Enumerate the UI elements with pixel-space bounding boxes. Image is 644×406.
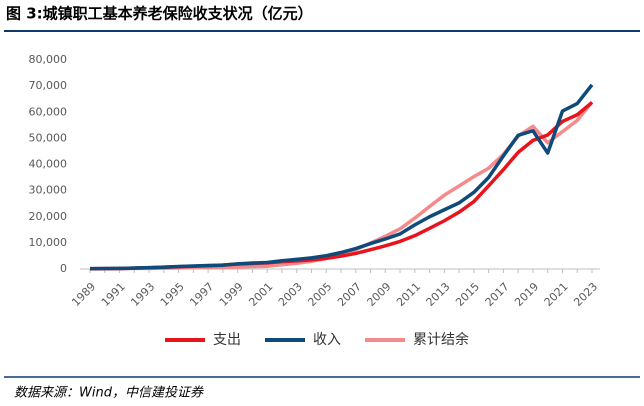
x-tick-label: 2007 <box>335 280 364 309</box>
y-tick-label: 30,000 <box>29 184 68 197</box>
y-tick-label: 80,000 <box>29 53 68 66</box>
legend-label: 支出 <box>213 332 241 348</box>
chart-title: 图 3:城镇职工基本养老保险收支状况（亿元） <box>6 5 313 23</box>
y-tick-label: 20,000 <box>29 210 68 223</box>
series-line <box>89 83 594 271</box>
x-tick-label: 1991 <box>99 280 128 309</box>
x-tick-label: 1995 <box>158 280 187 309</box>
source: 数据来源：Wind，中信建投证券 <box>14 386 204 401</box>
x-tick-label: 2017 <box>483 280 512 309</box>
series-line <box>89 100 594 271</box>
legend-label: 累计结余 <box>413 331 469 348</box>
y-tick-label: 10,000 <box>29 236 68 249</box>
y-tick-label: 60,000 <box>29 105 68 118</box>
y-tick-label: 0 <box>60 262 67 275</box>
x-tick-label: 2009 <box>365 280 394 309</box>
y-tick-label: 70,000 <box>29 79 68 92</box>
series-line <box>89 101 594 271</box>
x-tick-label: 2021 <box>542 280 571 309</box>
x-tick-label: 2011 <box>394 280 423 309</box>
y-tick-label: 40,000 <box>29 158 68 171</box>
x-tick-label: 2001 <box>246 280 275 309</box>
x-tick-label: 1989 <box>69 280 98 309</box>
x-tick-label: 2015 <box>453 280 482 309</box>
x-tick-label: 2003 <box>276 280 305 309</box>
x-tick-label: 1997 <box>187 280 216 309</box>
x-tick-label: 1999 <box>217 280 246 309</box>
x-tick-label: 1993 <box>128 280 157 309</box>
x-tick-label: 2019 <box>512 280 541 309</box>
x-tick-label: 2023 <box>571 280 600 309</box>
legend-label: 收入 <box>313 332 341 348</box>
x-tick-label: 2013 <box>424 280 453 309</box>
y-tick-label: 50,000 <box>29 131 68 144</box>
x-tick-label: 2005 <box>305 280 334 309</box>
